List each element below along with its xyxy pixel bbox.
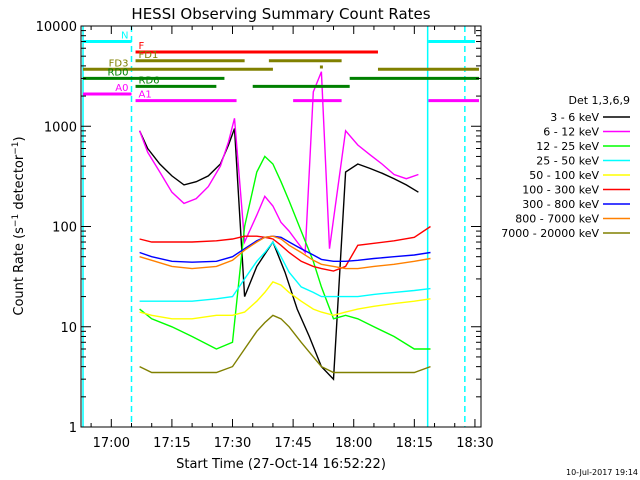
flag-label-fd1: FD1 bbox=[139, 50, 159, 61]
legend-label-6: 300 - 800 keV bbox=[522, 198, 599, 211]
y-axis-label-sup2: −1 bbox=[11, 141, 21, 154]
legend-label-7: 800 - 7000 keV bbox=[515, 213, 599, 226]
y-axis-label: Count Rate (s−1 detector−1) bbox=[11, 136, 27, 315]
legend-label-8: 7000 - 20000 keV bbox=[501, 227, 599, 240]
flag-label-fd3: FD3 bbox=[109, 58, 129, 69]
series-line-8 bbox=[139, 314, 431, 374]
series-line-4 bbox=[139, 281, 431, 320]
x-tick-label-2: 17:30 bbox=[214, 436, 251, 451]
flag-label-f: F bbox=[139, 41, 145, 52]
legend-label-1: 6 - 12 keV bbox=[543, 126, 599, 139]
y-axis-label-end: ) bbox=[12, 136, 27, 141]
y-tick-label-1: 10 bbox=[60, 321, 77, 336]
series-line-6 bbox=[139, 235, 431, 263]
y-tick-label-3: 1000 bbox=[44, 120, 77, 135]
x-tick-label-1: 17:15 bbox=[153, 436, 190, 451]
y-tick-label-4: 10000 bbox=[36, 20, 77, 35]
y-tick-label-2: 100 bbox=[52, 221, 77, 236]
y-axis: 1 10 100 1000 10000 bbox=[36, 20, 481, 436]
x-tick-label-6: 18:30 bbox=[456, 436, 493, 451]
legend-label-3: 25 - 50 keV bbox=[536, 155, 599, 168]
series-line-7 bbox=[139, 235, 431, 270]
legend-label-0: 3 - 6 keV bbox=[550, 111, 599, 124]
series-line-3 bbox=[139, 240, 431, 302]
flag-label-a1: A1 bbox=[139, 90, 152, 101]
x-axis: 17:00 17:15 17:30 17:45 18:00 18:15 18:30 bbox=[90, 26, 494, 451]
flag-dot-fd1-0 bbox=[319, 65, 323, 69]
x-tick-label-4: 18:00 bbox=[335, 436, 372, 451]
x-tick-label-5: 18:15 bbox=[396, 436, 433, 451]
x-axis-label: Start Time (27-Oct-14 16:52:22) bbox=[176, 457, 386, 472]
series-line-1 bbox=[138, 71, 419, 255]
date-stamp: 10-Jul-2017 19:14 bbox=[566, 468, 638, 477]
series-line-5 bbox=[139, 225, 431, 272]
y-axis-label-mid: detector bbox=[12, 154, 27, 214]
flag-label-rd0: RD0 bbox=[107, 67, 128, 78]
y-tick-label-0: 1 bbox=[69, 421, 77, 436]
flag-label-rd6: RD6 bbox=[139, 75, 160, 86]
flag-label-a0: A0 bbox=[115, 83, 128, 94]
y-axis-label-main: Count Rate (s bbox=[12, 227, 27, 316]
legend-label-5: 100 - 300 keV bbox=[522, 184, 599, 197]
legend-title: Det 1,3,6,9 bbox=[568, 94, 630, 107]
y-axis-label-sup: −1 bbox=[11, 214, 21, 227]
legend-label-2: 12 - 25 keV bbox=[536, 140, 599, 153]
chart-title: HESSI Observing Summary Count Rates bbox=[131, 5, 430, 23]
flag-label-n: N bbox=[121, 31, 128, 42]
x-tick-label-0: 17:00 bbox=[93, 436, 130, 451]
x-tick-label-3: 17:45 bbox=[274, 436, 311, 451]
legend-label-4: 50 - 100 keV bbox=[529, 169, 599, 182]
series-line-2 bbox=[139, 155, 431, 350]
